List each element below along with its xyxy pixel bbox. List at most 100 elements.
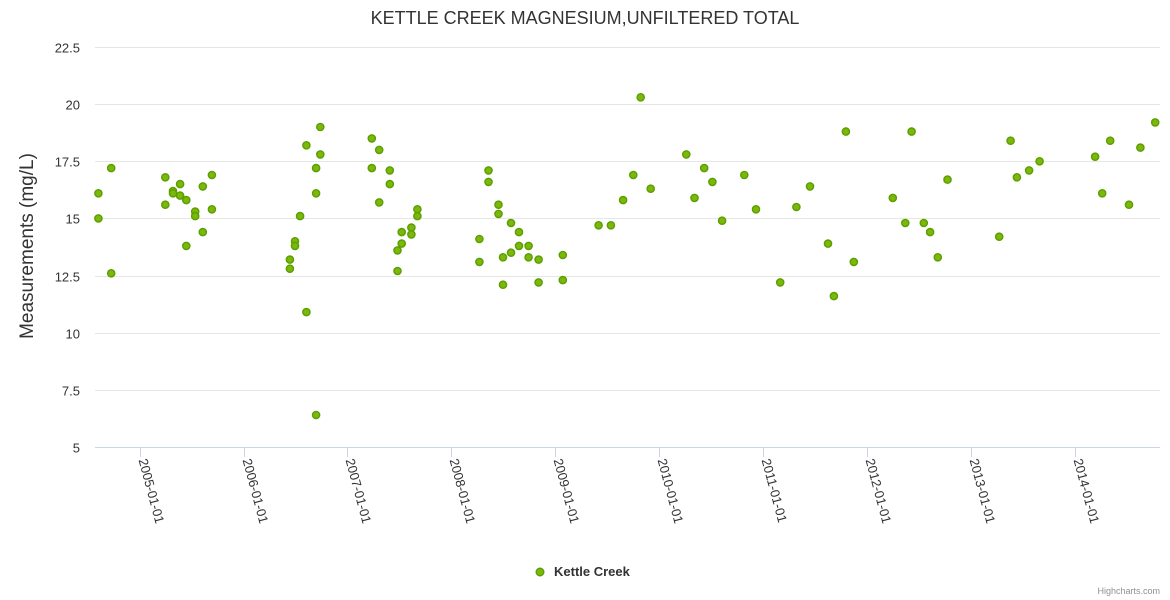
data-point[interactable]	[484, 177, 493, 187]
data-point[interactable]	[397, 227, 407, 237]
data-point[interactable]	[823, 239, 833, 248]
data-point[interactable]	[190, 211, 200, 221]
data-point[interactable]	[646, 184, 656, 193]
data-point[interactable]	[1006, 136, 1015, 145]
data-point[interactable]	[636, 93, 646, 102]
data-point[interactable]	[751, 204, 761, 214]
data-point[interactable]	[367, 134, 377, 143]
data-point[interactable]	[792, 202, 801, 212]
data-point[interactable]	[475, 234, 484, 244]
data-point[interactable]	[849, 257, 859, 267]
data-point[interactable]	[498, 252, 508, 262]
data-point[interactable]	[690, 193, 699, 203]
data-point[interactable]	[606, 220, 616, 230]
data-point[interactable]	[558, 250, 568, 260]
data-point[interactable]	[285, 264, 295, 274]
data-point[interactable]	[494, 209, 503, 219]
data-point[interactable]	[385, 166, 395, 175]
data-point[interactable]	[475, 257, 484, 267]
data-point[interactable]	[207, 204, 217, 214]
data-point[interactable]	[594, 220, 603, 230]
data-point[interactable]	[558, 275, 568, 285]
data-point[interactable]	[1035, 156, 1044, 166]
data-point[interactable]	[207, 170, 217, 180]
data-point[interactable]	[888, 193, 898, 203]
data-point[interactable]	[1090, 152, 1100, 161]
data-point[interactable]	[514, 241, 524, 251]
data-point[interactable]	[901, 218, 910, 228]
data-point[interactable]	[1124, 200, 1134, 209]
data-point[interactable]	[1097, 188, 1107, 198]
data-point[interactable]	[397, 239, 407, 248]
data-point[interactable]	[1150, 118, 1160, 127]
data-point[interactable]	[302, 307, 311, 317]
data-point[interactable]	[524, 252, 533, 262]
data-point[interactable]	[805, 182, 815, 191]
data-point[interactable]	[315, 122, 325, 132]
data-point[interactable]	[1012, 172, 1022, 182]
data-point[interactable]	[94, 214, 103, 223]
data-point[interactable]	[933, 252, 943, 262]
data-point[interactable]	[367, 163, 377, 173]
data-point[interactable]	[175, 179, 185, 189]
data-point[interactable]	[1105, 136, 1115, 145]
data-point[interactable]	[106, 163, 116, 173]
data-point[interactable]	[829, 291, 839, 301]
data-point[interactable]	[682, 150, 691, 159]
credits-link[interactable]: Highcharts.com	[1097, 586, 1160, 596]
data-point[interactable]	[160, 200, 170, 209]
data-point[interactable]	[198, 182, 208, 191]
data-point[interactable]	[708, 177, 717, 187]
data-point[interactable]	[290, 241, 300, 251]
data-point[interactable]	[181, 241, 191, 251]
data-point[interactable]	[506, 248, 516, 257]
data-point[interactable]	[295, 211, 305, 221]
data-point[interactable]	[374, 145, 384, 155]
data-point[interactable]	[524, 241, 533, 251]
data-point[interactable]	[374, 198, 384, 207]
data-point[interactable]	[315, 150, 325, 159]
data-point[interactable]	[311, 410, 321, 420]
x-tick-label: 2009-01-01	[551, 457, 583, 525]
data-point[interactable]	[699, 163, 709, 173]
data-point[interactable]	[311, 163, 321, 173]
data-point[interactable]	[413, 211, 422, 221]
data-point[interactable]	[498, 280, 508, 290]
data-point[interactable]	[740, 170, 749, 180]
data-point[interactable]	[775, 278, 785, 287]
data-point[interactable]	[106, 268, 116, 278]
data-point[interactable]	[919, 218, 929, 228]
data-point[interactable]	[393, 266, 402, 276]
data-point[interactable]	[407, 230, 416, 239]
data-point[interactable]	[534, 278, 543, 287]
data-point[interactable]	[181, 195, 191, 205]
data-point[interactable]	[618, 195, 628, 205]
data-point[interactable]	[494, 200, 503, 209]
data-point[interactable]	[907, 127, 916, 136]
data-point[interactable]	[385, 179, 395, 189]
data-point[interactable]	[302, 140, 311, 150]
data-point[interactable]	[311, 188, 321, 198]
data-point[interactable]	[514, 227, 524, 237]
data-point[interactable]	[841, 127, 851, 136]
x-axis-ticks: 2005-01-01 2006-01-01 2007-01-01 2008-01-01…	[136, 447, 1102, 525]
data-point[interactable]	[925, 227, 935, 237]
data-point[interactable]	[393, 246, 402, 255]
data-point[interactable]	[943, 175, 952, 184]
data-point[interactable]	[168, 188, 178, 198]
legend-item-kettle-creek[interactable]: Kettle Creek	[554, 564, 631, 579]
legend[interactable]: Kettle Creek	[535, 564, 631, 579]
data-point[interactable]	[994, 232, 1004, 241]
data-point[interactable]	[175, 191, 185, 200]
data-point[interactable]	[534, 255, 543, 264]
data-point[interactable]	[285, 255, 295, 264]
data-point[interactable]	[94, 188, 103, 198]
data-point[interactable]	[198, 227, 208, 237]
data-point[interactable]	[1136, 143, 1145, 152]
data-point[interactable]	[1024, 166, 1034, 175]
data-point[interactable]	[506, 218, 516, 228]
data-point[interactable]	[484, 166, 493, 175]
data-point[interactable]	[160, 172, 170, 182]
data-point[interactable]	[629, 170, 638, 180]
data-point[interactable]	[717, 216, 727, 225]
